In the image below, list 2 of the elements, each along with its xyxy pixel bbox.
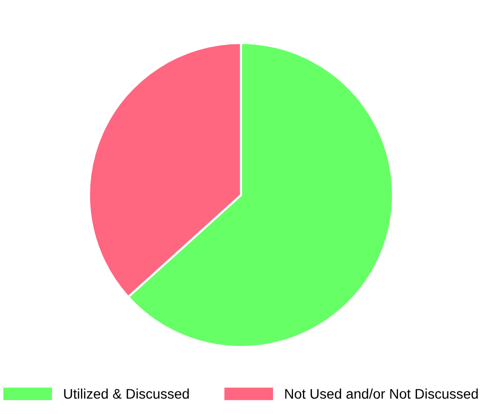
legend-label: Not Used and/or Not Discussed (285, 388, 478, 399)
legend-label: Utilized & Discussed (64, 388, 189, 399)
